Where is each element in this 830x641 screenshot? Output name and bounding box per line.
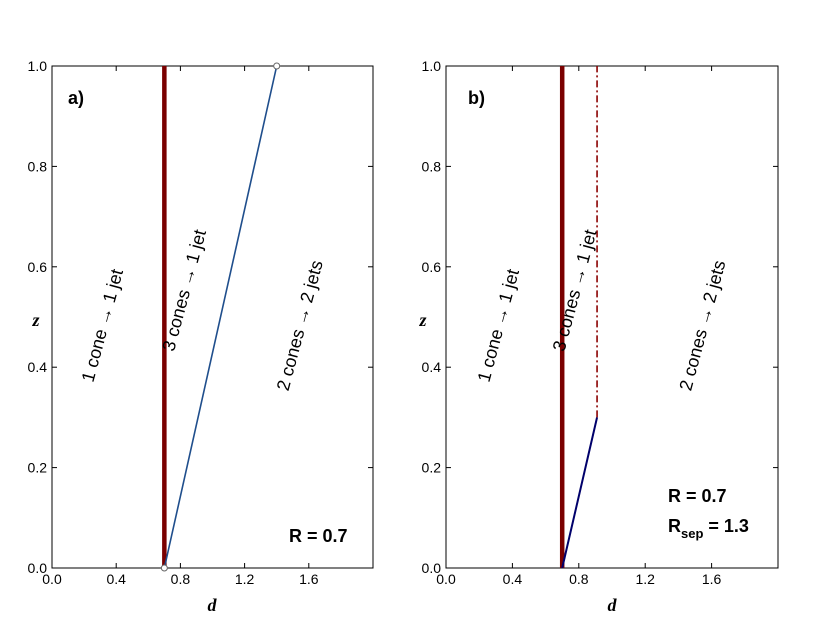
x-tick-label: 1.6 <box>299 571 319 587</box>
x-tick-label: 0.8 <box>171 571 191 587</box>
y-tick-label: 0.2 <box>422 460 442 476</box>
y-tick-label: 0.0 <box>28 560 48 576</box>
panel-a: 0.0 0.4 0.8 1.2 1.6 0.0 0.2 0.4 0.6 0.8 1.0 a) d z… <box>28 58 374 615</box>
rsep-rest: = 1.3 <box>703 516 749 536</box>
panel-a-ylabel: z <box>31 310 39 330</box>
y-tick-label: 0.8 <box>422 158 442 174</box>
panel-b-tag: b) <box>468 88 485 108</box>
x-tick-label: 1.2 <box>235 571 255 587</box>
series-line-1 <box>561 417 599 569</box>
panel-a-ticks: 0.0 0.4 0.8 1.2 1.6 0.0 0.2 0.4 0.6 0.8 1.0 <box>28 58 373 587</box>
x-tick-label: 0.8 <box>569 571 589 587</box>
y-tick-label: 0.4 <box>422 359 442 375</box>
panel-b-series <box>559 66 599 569</box>
y-tick-label: 0.2 <box>28 460 48 476</box>
x-tick-label: 1.2 <box>635 571 655 587</box>
panel-a-series <box>160 62 281 572</box>
x-tick-label: 1.6 <box>702 571 722 587</box>
panel-b-rsep-annotation: Rsep = 1.3 <box>668 516 749 541</box>
rsep-sub: sep <box>681 526 703 541</box>
series-line-1 <box>163 65 278 569</box>
panel-b-plot-area <box>445 65 779 569</box>
y-tick-label: 1.0 <box>28 58 48 74</box>
endpoint-marker <box>273 62 281 70</box>
panel-b-ticks: 0.0 0.4 0.8 1.2 1.6 0.0 0.2 0.4 0.6 0.8 1.0 <box>422 58 778 587</box>
panel-a-tag: a) <box>68 88 84 108</box>
panel-a-r-annotation: R = 0.7 <box>289 526 348 546</box>
rsep-main: R <box>668 516 681 536</box>
panel-a-plot-area <box>51 65 374 569</box>
panel-b-r-annotation: R = 0.7 <box>668 486 727 506</box>
y-tick-label: 0.4 <box>28 359 48 375</box>
y-tick-label: 0.6 <box>28 259 48 275</box>
y-tick-label: 1.0 <box>422 58 442 74</box>
panel-b-xlabel: d <box>608 595 618 615</box>
x-tick-label: 0.4 <box>503 571 523 587</box>
panel-b-ylabel: z <box>418 310 426 330</box>
panel-a-xlabel: d <box>208 595 218 615</box>
x-tick-label: 0.0 <box>436 571 456 587</box>
y-tick-label: 0.6 <box>422 259 442 275</box>
y-tick-label: 0.0 <box>422 560 442 576</box>
panel-b: 0.0 0.4 0.8 1.2 1.6 0.0 0.2 0.4 0.6 0.8 1.0 b) d z… <box>418 58 779 615</box>
endpoint-marker <box>160 564 168 572</box>
x-tick-label: 0.4 <box>106 571 126 587</box>
x-tick-label: 0.0 <box>42 571 62 587</box>
y-tick-label: 0.8 <box>28 158 48 174</box>
